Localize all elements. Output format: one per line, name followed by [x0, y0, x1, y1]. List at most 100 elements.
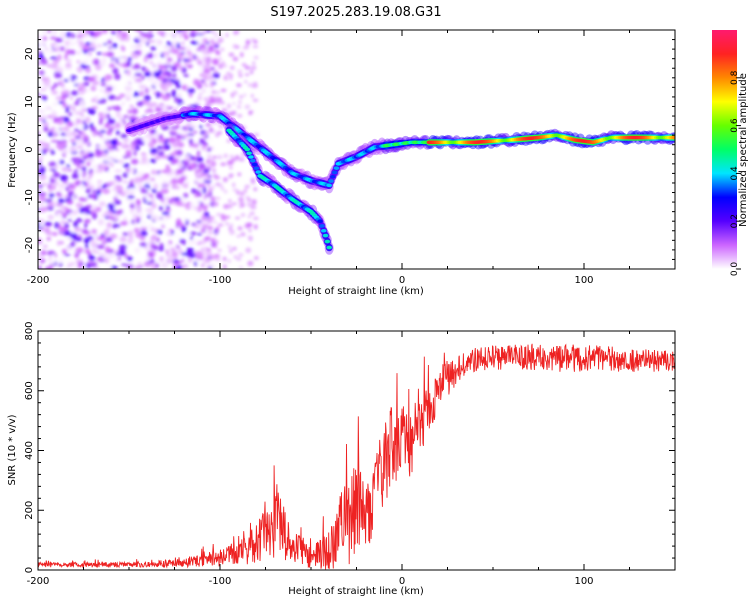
noise-blob — [141, 155, 147, 162]
ridge-core — [331, 170, 338, 175]
noise-blob — [77, 87, 82, 92]
noise-blob — [50, 85, 55, 91]
noise-blob — [154, 64, 159, 72]
noise-blob — [182, 84, 186, 91]
noise-blob — [108, 210, 113, 216]
noise-blob — [46, 178, 51, 185]
noise-blob — [38, 158, 40, 163]
noise-blob — [48, 188, 52, 194]
noise-blob — [130, 52, 139, 59]
noise-blob — [250, 179, 255, 183]
noise-blob — [74, 78, 78, 85]
noise-blob — [85, 116, 91, 124]
noise-blob — [202, 40, 209, 43]
noise-blob — [124, 189, 130, 195]
noise-blob — [90, 37, 98, 44]
noise-blob — [47, 30, 52, 34]
noise-blob — [155, 91, 161, 99]
noise-blob — [97, 218, 105, 226]
noise-blob — [198, 193, 202, 197]
noise-blob — [48, 259, 56, 265]
spectrogram-ytick-label: -10 — [24, 189, 35, 205]
noise-blob — [87, 109, 96, 115]
noise-blob — [175, 30, 182, 33]
noise-blob — [60, 205, 66, 212]
noise-blob — [76, 145, 84, 149]
noise-blob — [112, 250, 121, 254]
noise-blob — [92, 233, 99, 237]
noise-blob — [211, 162, 216, 168]
noise-blob — [96, 244, 105, 250]
noise-blob — [102, 30, 108, 34]
noise-blob — [41, 114, 46, 120]
noise-blob — [87, 176, 92, 179]
noise-blob — [133, 63, 141, 71]
noise-blob — [83, 135, 89, 141]
noise-blob — [66, 237, 72, 241]
noise-blob — [105, 142, 113, 148]
noise-blob — [29, 90, 35, 93]
noise-blob — [209, 40, 215, 44]
noise-blob — [237, 253, 244, 257]
noise-blob — [163, 53, 169, 57]
noise-blob — [203, 179, 212, 183]
noise-blob — [134, 208, 141, 211]
noise-blob — [78, 152, 87, 157]
noise-blob — [103, 118, 108, 121]
noise-blob — [89, 42, 96, 49]
noise-blob — [178, 247, 182, 255]
noise-blob — [186, 247, 194, 254]
noise-blob — [79, 112, 84, 116]
noise-blob — [91, 98, 95, 103]
noise-blob — [44, 41, 49, 44]
ridge-secondary-trace — [224, 123, 334, 255]
noise-blob — [146, 77, 154, 81]
noise-blob — [151, 203, 157, 209]
noise-blob — [246, 225, 250, 229]
noise-blob — [38, 130, 41, 136]
noise-blob — [205, 72, 212, 77]
noise-blob — [170, 178, 179, 185]
noise-blob — [101, 184, 107, 189]
ridge-core — [333, 166, 340, 170]
noise-blob — [206, 89, 211, 95]
noise-blob — [210, 263, 216, 268]
noise-blob — [193, 54, 197, 60]
noise-blob — [27, 181, 31, 187]
noise-blob — [229, 166, 233, 170]
noise-blob — [76, 162, 81, 168]
noise-blob — [122, 163, 130, 168]
noise-blob — [204, 84, 208, 88]
noise-blob — [199, 222, 204, 225]
noise-blob — [197, 182, 202, 189]
noise-blob — [81, 229, 89, 234]
noise-blob — [88, 52, 92, 56]
noise-blob — [211, 90, 215, 94]
noise-blob — [240, 232, 246, 237]
noise-blob — [253, 81, 258, 86]
noise-blob — [170, 30, 179, 38]
noise-blob — [187, 64, 192, 69]
noise-blob — [123, 141, 128, 149]
noise-blob — [195, 258, 201, 263]
noise-blob — [84, 149, 91, 153]
noise-blob — [50, 62, 59, 70]
noise-blob — [191, 146, 195, 153]
noise-blob — [120, 31, 128, 38]
noise-blob — [38, 222, 43, 229]
noise-blob — [64, 53, 68, 61]
noise-blob — [141, 66, 146, 72]
noise-blob — [110, 140, 117, 146]
noise-blob — [92, 250, 100, 254]
noise-blob — [229, 154, 234, 159]
noise-blob — [196, 98, 200, 105]
noise-blob — [92, 58, 100, 66]
noise-blob — [76, 179, 80, 187]
ridge-core — [255, 170, 262, 174]
spectrogram-ytick-label: -20 — [24, 237, 35, 253]
noise-blob — [209, 119, 218, 123]
noise-blob — [140, 226, 148, 231]
noise-blob — [106, 51, 114, 58]
noise-blob — [122, 232, 129, 236]
noise-blob — [160, 217, 169, 223]
